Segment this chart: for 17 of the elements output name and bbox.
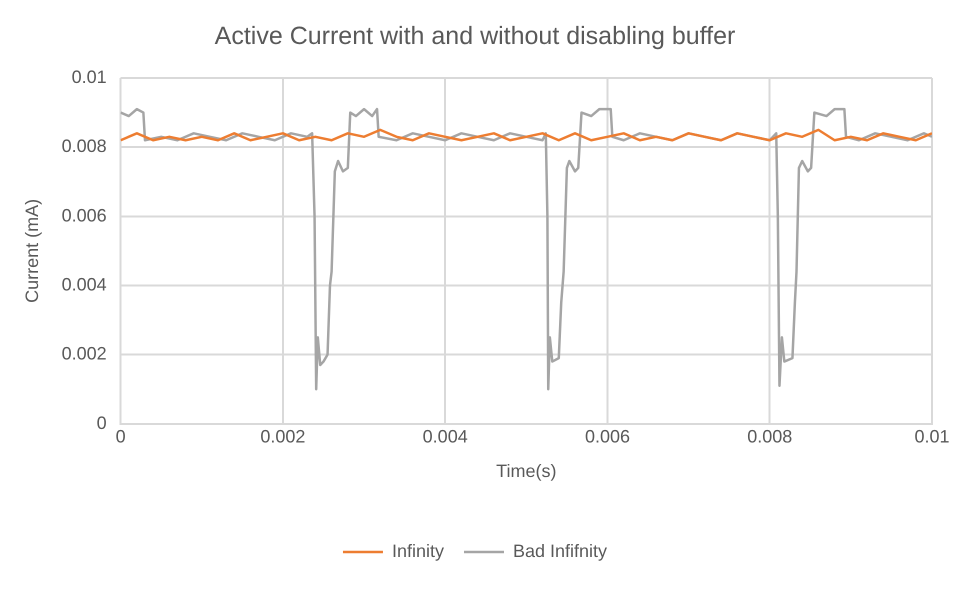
y-tick-label: 0.008 [62, 136, 107, 156]
x-tick-label: 0.004 [422, 426, 468, 447]
y-tick-label: 0.002 [62, 344, 107, 364]
y-tick-label: 0.01 [72, 66, 107, 87]
y-tick-label: 0 [96, 412, 107, 433]
y-tick-label: 0.004 [62, 274, 107, 294]
legend-label: Infinity [392, 540, 444, 561]
x-tick-label: 0.01 [914, 426, 950, 447]
x-tick-label: 0.008 [747, 426, 792, 447]
legend-label: Bad Infifnity [512, 540, 608, 561]
x-tick-label: 0.006 [584, 426, 630, 447]
y-tick-label: 0.006 [62, 205, 107, 226]
chart-title: Active Current with and without disabling buffer [214, 22, 736, 50]
x-tick-label: 0 [116, 426, 126, 447]
x-tick-label: 0.002 [260, 426, 306, 447]
y-axis-title: Current (mA) [22, 198, 42, 303]
x-axis-title: Time(s) [496, 461, 556, 482]
